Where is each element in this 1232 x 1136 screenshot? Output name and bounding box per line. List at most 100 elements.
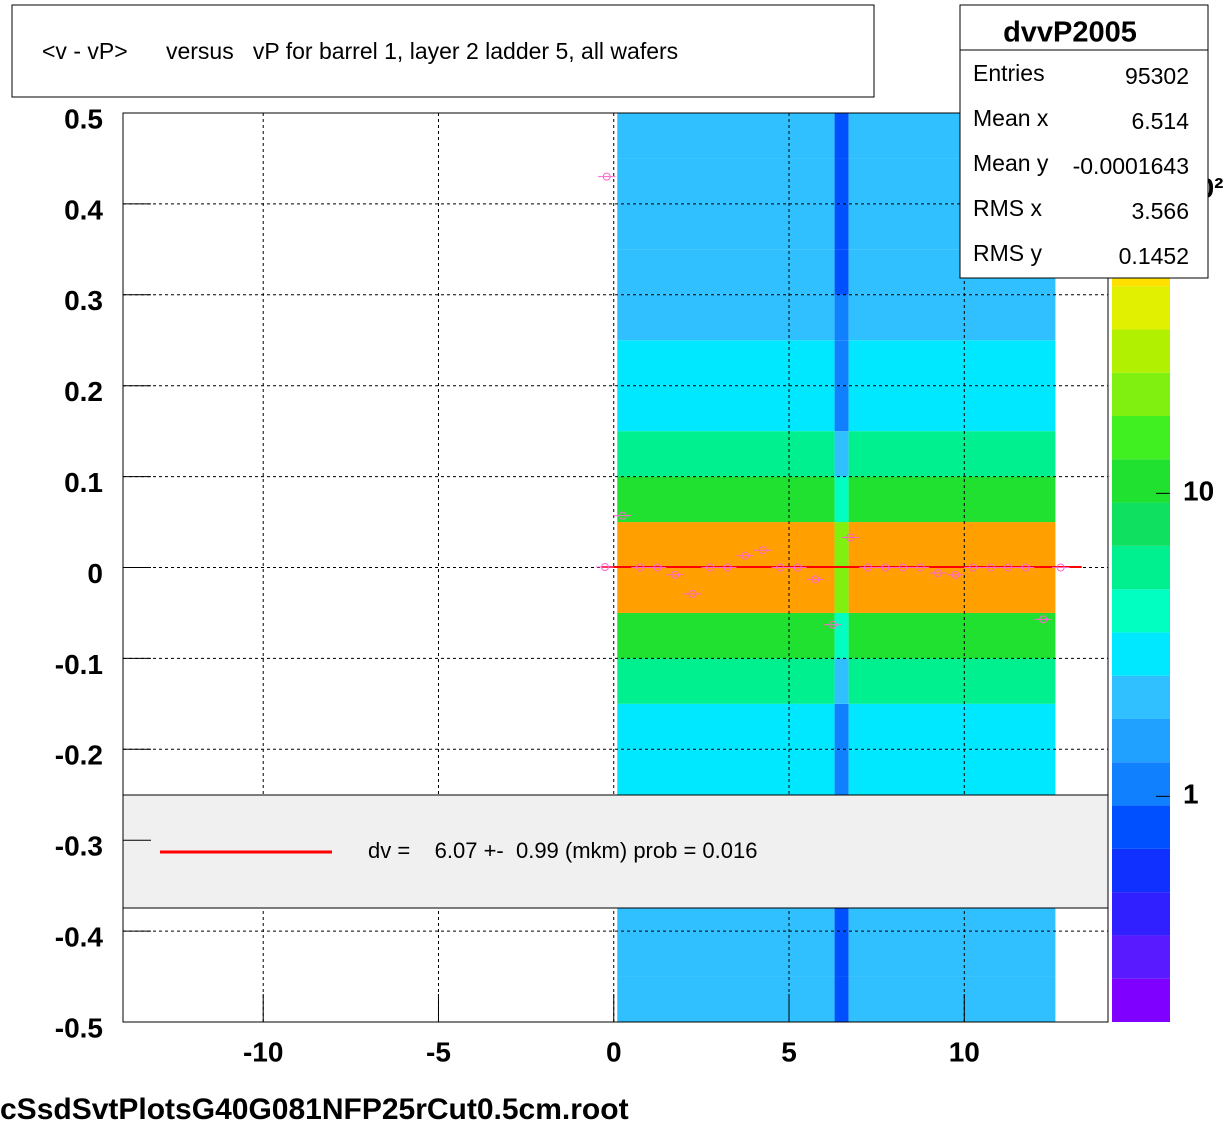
stats-value: 0.1452	[1119, 243, 1189, 269]
palette-band	[1112, 892, 1170, 936]
heatmap-cell	[848, 703, 1056, 750]
heatmap-cell	[834, 703, 849, 750]
heatmap-cell	[617, 476, 835, 523]
heatmap-cell	[848, 385, 1056, 432]
heatmap-cell	[834, 385, 849, 432]
heatmap-cell	[617, 294, 835, 341]
palette-band	[1112, 416, 1170, 460]
heatmap-cell	[834, 976, 849, 1022]
profile-point	[881, 563, 890, 572]
x-tick-label: 10	[949, 1036, 980, 1067]
heatmap-cell	[834, 612, 849, 659]
stats-label: RMS y	[973, 240, 1043, 266]
heatmap-cell	[834, 749, 849, 795]
heatmap-cell	[834, 431, 849, 477]
y-tick-label: 0.3	[64, 285, 103, 316]
stats-value: 3.566	[1131, 198, 1189, 224]
y-tick-label: 0.1	[64, 467, 103, 498]
palette-band	[1112, 632, 1170, 676]
profile-point	[1021, 563, 1030, 572]
palette-band	[1112, 372, 1170, 416]
footer: cSsdSvtPlotsG40G081NFP25rCut0.5cm.root	[0, 1093, 629, 1126]
profile-point	[811, 575, 820, 584]
y-tick-label: 0.5	[64, 103, 103, 134]
heatmap-cell	[617, 249, 835, 295]
y-tick-label: -0.1	[55, 649, 103, 680]
heatmap-cell	[834, 931, 849, 977]
heatmap-cell	[848, 612, 1056, 659]
profile-point	[758, 546, 767, 555]
stats-label: Mean y	[973, 150, 1049, 176]
x-tick-label: 5	[781, 1036, 797, 1067]
profile-point	[986, 563, 995, 572]
stats-value: 6.514	[1131, 108, 1189, 134]
y-tick-label: -0.5	[55, 1012, 103, 1043]
palette-band	[1112, 848, 1170, 893]
palette-band	[1112, 935, 1170, 979]
palette-band	[1112, 719, 1170, 763]
palette-band	[1112, 762, 1170, 806]
x-tick-label: -10	[243, 1036, 283, 1067]
profile-point	[723, 563, 732, 572]
heatmap-cell	[617, 658, 835, 704]
palette-band	[1112, 502, 1170, 546]
heatmap-cell	[848, 931, 1056, 977]
heatmap-cell	[617, 385, 835, 432]
heatmap-cell	[834, 340, 849, 386]
stats-value: 95302	[1125, 63, 1189, 89]
profile-point	[741, 551, 750, 560]
profile-point	[688, 589, 697, 598]
palette-band	[1112, 978, 1170, 1022]
chart-title: <v - vP> versus vP for barrel 1, layer 2…	[42, 38, 678, 64]
heatmap-cell	[848, 476, 1056, 523]
profile-point	[898, 563, 907, 572]
heatmap-cell	[848, 522, 1056, 568]
heatmap-cell	[617, 612, 835, 659]
palette-band	[1112, 675, 1170, 719]
heatmap-cell	[834, 567, 849, 613]
heatmap-cell	[617, 203, 835, 250]
profile-point	[776, 563, 785, 572]
stats-label: Mean x	[973, 105, 1049, 131]
palette-band	[1112, 805, 1170, 849]
profile-point	[933, 568, 942, 577]
z-tick-label: 1	[1183, 779, 1199, 810]
palette-band	[1112, 589, 1170, 633]
profile-point	[863, 563, 872, 572]
heatmap-cell	[848, 340, 1056, 386]
profile-point	[671, 570, 680, 579]
heatmap-cell	[617, 431, 835, 477]
heatmap-cell	[617, 567, 835, 613]
stats-label: RMS x	[973, 195, 1043, 221]
heatmap-cell	[617, 931, 835, 977]
heatmap-cell	[834, 158, 849, 204]
x-tick-label: 0	[606, 1036, 622, 1067]
profile-point	[653, 563, 662, 572]
profile-point	[828, 620, 837, 629]
z-tick-label: 10	[1183, 476, 1214, 507]
palette-band	[1112, 286, 1170, 330]
stats-title: dvvP2005	[1003, 17, 1137, 49]
palette-band	[1112, 545, 1170, 590]
heatmap-cell	[848, 658, 1056, 704]
stats-box: dvvP2005 Entries 95302 Mean x 6.514 Mean y -0…	[959, 4, 1209, 279]
heatmap-cell	[834, 249, 849, 295]
heatmap-cell	[848, 294, 1056, 341]
profile-point	[951, 570, 960, 579]
profile-point	[1004, 563, 1013, 572]
heatmap-cell	[617, 113, 835, 159]
y-tick-label: 0.4	[64, 194, 103, 225]
y-tick-label: 0.2	[64, 376, 103, 407]
heatmap-cell	[834, 203, 849, 250]
y-tick-label: 0	[87, 558, 103, 589]
legend-text: dv = 6.07 +- 0.99 (mkm) prob = 0.016	[368, 838, 757, 863]
heatmap-cell	[834, 294, 849, 341]
heatmap-cell	[834, 113, 849, 159]
heatmap-cell	[848, 431, 1056, 477]
profile-point	[706, 563, 715, 572]
heatmap-cell	[834, 522, 849, 568]
y-tick-label: -0.3	[55, 831, 103, 862]
heatmap-cell	[848, 976, 1056, 1022]
heatmap-cell	[617, 158, 835, 204]
